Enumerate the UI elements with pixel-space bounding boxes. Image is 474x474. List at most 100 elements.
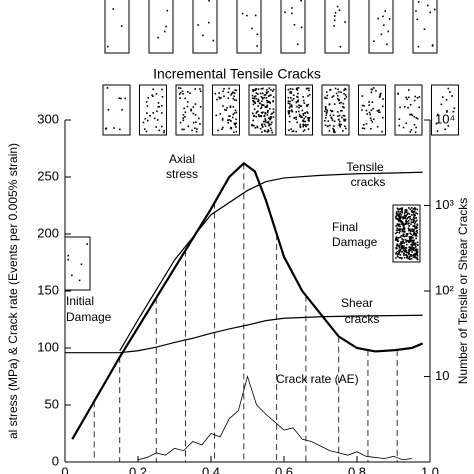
thumbnail-dot	[266, 114, 269, 116]
x-tick-label: 0.8	[348, 464, 366, 474]
thumbnail-dot	[325, 91, 328, 93]
thumbnail-dot	[193, 127, 196, 130]
thumbnail-dot	[232, 91, 234, 94]
thumbnail-dot	[291, 110, 294, 113]
thumbnail-dot	[306, 105, 308, 107]
thumbnail-dot	[427, 4, 429, 7]
thumbnail-dot	[272, 116, 275, 118]
thumbnail-dot	[403, 212, 406, 215]
thumbnail-dot	[396, 250, 399, 253]
thumbnail-dot	[399, 228, 402, 230]
thumbnail-dot	[436, 113, 439, 116]
thumbnail-dot	[233, 95, 235, 98]
thumbnail-dot	[187, 125, 190, 128]
thumbnail-dot	[145, 130, 148, 133]
thumbnail-dot	[403, 229, 406, 231]
thumbnail-dot	[231, 92, 233, 95]
thumbnail-dot	[398, 228, 401, 231]
thumbnail-dot	[403, 245, 405, 247]
y2-tick-label: 10³	[435, 197, 454, 212]
thumbnail-dot	[406, 240, 409, 242]
thumbnails	[64, 0, 459, 291]
thumbnail-dot	[402, 225, 405, 228]
thumbnail-dot	[415, 227, 418, 230]
thumbnail-dot	[288, 129, 290, 131]
thumbnail-dot	[324, 124, 327, 127]
thumbnail-dot	[333, 15, 336, 17]
thumbnail-dot	[178, 87, 180, 89]
thumbnail-dot	[398, 215, 400, 218]
thumbnail-dot	[344, 21, 346, 23]
thumbnail-dot	[271, 112, 274, 115]
thumbnail-dot	[451, 95, 454, 97]
thumbnail-dot	[182, 114, 185, 116]
thumbnail-dot	[395, 232, 397, 235]
thumbnail-dot	[266, 105, 268, 108]
x-tick-label: 0.6	[275, 464, 293, 474]
thumbnail-dot	[324, 107, 327, 109]
thumbnail-dot	[397, 215, 400, 217]
thumbnail-dot	[155, 126, 158, 128]
thumbnail-dot	[232, 113, 234, 116]
thumbnail-dot	[452, 110, 455, 113]
thumbnail-dot	[341, 116, 343, 119]
thumbnail-dot	[184, 97, 186, 100]
y-tick-label: 50	[45, 396, 59, 411]
thumbnail-dot	[329, 114, 332, 117]
thumbnail-dot	[327, 125, 329, 127]
thumbnail-dot	[221, 119, 224, 121]
thumbnail-dot	[301, 109, 304, 112]
thumbnail-dot	[401, 223, 403, 226]
thumbnail-dot	[405, 241, 408, 243]
thumbnail-dot	[234, 123, 236, 126]
thumbnail-dot	[302, 113, 305, 115]
thumbnail-dot	[227, 97, 230, 100]
thumbnail-dot	[413, 224, 416, 227]
thumbnail-dot	[415, 225, 418, 228]
thumbnail-dot	[261, 92, 264, 95]
thumbnail-dot	[332, 127, 334, 130]
thumbnail-dot	[416, 226, 418, 229]
thumbnail-dot	[399, 243, 401, 245]
thumbnail-dot	[407, 227, 410, 230]
thumbnail-dot	[396, 207, 399, 210]
thumbnail-dot	[398, 246, 401, 249]
thumbnail-dot	[143, 128, 146, 130]
thumbnail-frame	[104, 0, 130, 54]
thumbnail-dot	[415, 251, 418, 254]
thumbnail-frame	[102, 84, 131, 136]
thumbnail-dot	[269, 116, 272, 118]
thumbnail-dot	[410, 128, 413, 131]
thumbnail-dot	[401, 250, 403, 253]
thumbnail-dot	[192, 121, 195, 124]
thumbnail-dot	[307, 123, 309, 126]
thumbnail-dot	[408, 222, 410, 224]
thumbnail-dot	[329, 124, 331, 127]
thumbnail-dot	[332, 114, 335, 117]
thumbnail-dot	[338, 99, 340, 102]
thumbnail-dot	[396, 214, 398, 217]
thumbnail-dot	[405, 219, 407, 222]
thumbnail-dot	[120, 25, 123, 27]
thumbnail-dot	[260, 88, 263, 90]
thumbnail-dot	[407, 212, 409, 214]
thumbnail-dot	[404, 209, 407, 211]
thumbnail-dot	[235, 122, 238, 125]
thumbnail-dot	[411, 214, 413, 216]
thumbnail-dot	[105, 127, 108, 130]
thumbnail-dot	[382, 98, 384, 100]
y-tick-label: 200	[37, 225, 59, 240]
thumbnail-dot	[382, 15, 384, 18]
thumbnail-dot	[257, 100, 259, 103]
thumbnail-dot	[413, 228, 415, 231]
thumbnail-dot	[447, 87, 450, 90]
thumbnail-dot	[395, 247, 398, 250]
thumbnail-dot	[414, 95, 417, 98]
thumbnail-dot	[337, 111, 339, 113]
thumbnail-dot	[302, 96, 304, 98]
thumbnail-dot	[186, 105, 189, 108]
thumbnail-dot	[413, 207, 416, 209]
thumbnail-dot	[402, 217, 404, 220]
thumbnail-dot	[378, 111, 381, 114]
thumbnail-dot	[413, 232, 416, 234]
